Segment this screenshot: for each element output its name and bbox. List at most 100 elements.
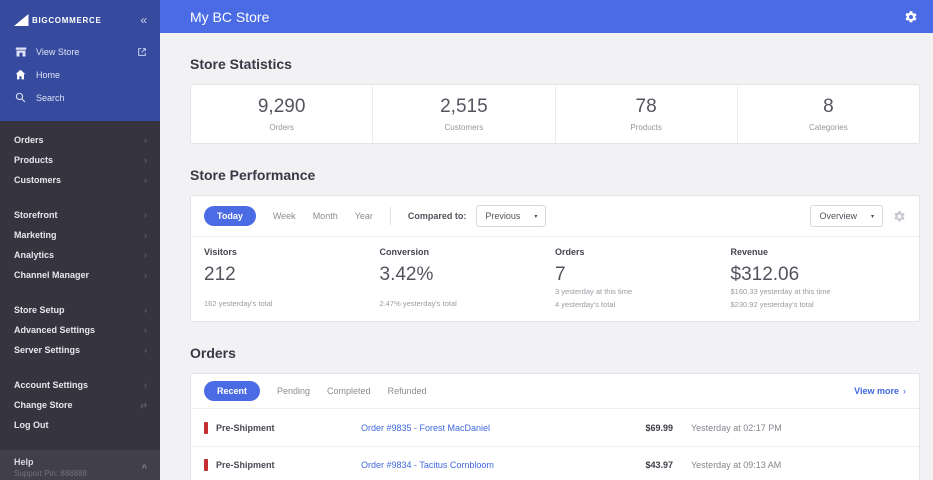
tab-refunded[interactable]: Refunded <box>387 386 427 396</box>
order-amount: $69.99 <box>645 422 673 433</box>
dropdown-arrow-icon: ▾ <box>534 213 538 220</box>
sidebar-item-label: Analytics <box>14 250 55 260</box>
order-row: Pre-Shipment Order #9834 - Tacitus Cornb… <box>191 446 919 480</box>
order-amount: $43.97 <box>645 460 673 470</box>
metric-label: Orders <box>555 247 585 257</box>
metric-label: Conversion <box>379 247 430 257</box>
page-title: My BC Store <box>190 8 270 25</box>
stat-label: Orders <box>269 123 294 132</box>
sidebar-item-home[interactable]: Home <box>0 63 160 86</box>
metric-value: 7 <box>555 264 566 285</box>
metric-orders: Orders 7 3 yesterday at this time 4 yest… <box>555 247 731 311</box>
help-text: Help Support Pin: 888888 <box>14 457 87 478</box>
sidebar-item-orders[interactable]: Orders › <box>0 130 160 150</box>
tab-pending[interactable]: Pending <box>277 386 311 396</box>
stat-value: 78 <box>635 96 657 117</box>
store-performance-card: Today Week Month Year Compared to: Previ… <box>190 195 920 322</box>
sidebar-item-store-setup[interactable]: Store Setup › <box>0 300 160 320</box>
collapse-sidebar-icon[interactable]: « <box>140 13 147 27</box>
view-select[interactable]: Overview ▾ <box>810 205 883 227</box>
help-section[interactable]: Help Support Pin: 888888 ^ <box>0 450 160 480</box>
page-header: My BC Store <box>160 0 933 33</box>
view-select-value: Overview <box>819 211 857 221</box>
sidebar-item-label: Advanced Settings <box>14 325 96 335</box>
help-title: Help <box>14 457 34 467</box>
metric-subtext: 3 yesterday at this time <box>555 287 633 296</box>
status-badge <box>204 459 208 471</box>
sidebar-item-label: Home <box>36 69 61 80</box>
sidebar-item-label: Server Settings <box>14 345 81 355</box>
store-statistics-card: 9,290 Orders 2,515 Customers 78 Products… <box>190 84 920 144</box>
compared-to-label: Compared to: <box>407 211 467 221</box>
sidebar-item-label: Customers <box>14 175 62 185</box>
order-link[interactable]: Order #9834 - Tacitus Cornbloom <box>361 460 494 470</box>
sidebar-item-channel-manager[interactable]: Channel Manager › <box>0 265 160 285</box>
compared-to-select[interactable]: Previous ▾ <box>476 205 547 227</box>
stat-label: Categories <box>809 123 848 132</box>
status-label: Pre-Shipment <box>216 460 275 470</box>
sidebar-item-label: Log Out <box>14 420 49 430</box>
order-status: Pre-Shipment <box>204 421 361 434</box>
status-label: Pre-Shipment <box>216 422 275 433</box>
tab-year[interactable]: Year <box>354 211 373 221</box>
order-row: Pre-Shipment Order #9835 - Forest MacDan… <box>191 409 919 446</box>
sidebar-item-log-out[interactable]: Log Out <box>0 415 160 435</box>
nav-group-settings: Store Setup › Advanced Settings › Server… <box>0 300 160 360</box>
stat-orders: 9,290 Orders <box>191 85 374 143</box>
nav-group-commerce: Orders › Products › Customers › <box>0 130 160 190</box>
sidebar-item-change-store[interactable]: Change Store ⇄ <box>0 395 160 415</box>
search-icon <box>14 92 27 103</box>
tab-month[interactable]: Month <box>312 211 338 221</box>
sidebar-item-label: Search <box>36 92 65 103</box>
order-link[interactable]: Order #9835 - Forest MacDaniel <box>361 422 491 433</box>
sidebar-item-products[interactable]: Products › <box>0 150 160 170</box>
stat-value: 2,515 <box>440 96 488 117</box>
stat-products: 78 Products <box>556 85 738 143</box>
orders-toolbar: Recent Pending Completed Refunded View m… <box>191 374 919 409</box>
orders-section-title: Orders <box>190 345 236 361</box>
chevron-right-icon: › <box>144 380 147 390</box>
stat-categories: 8 Categories <box>738 85 919 143</box>
metric-label: Revenue <box>730 247 769 257</box>
storefront-icon <box>14 46 27 58</box>
sidebar-item-search[interactable]: Search <box>0 86 160 109</box>
sidebar-item-advanced-settings[interactable]: Advanced Settings › <box>0 320 160 340</box>
logo-text: BIGCOMMERCE <box>32 15 102 25</box>
sidebar: BIGCOMMERCE « View Store Home Search <box>0 0 160 480</box>
divider <box>389 207 391 225</box>
order-status: Pre-Shipment <box>204 459 361 471</box>
caret-up-icon: ^ <box>141 462 147 473</box>
sidebar-item-account-settings[interactable]: Account Settings › <box>0 375 160 395</box>
performance-toolbar-right: Overview ▾ <box>800 205 906 227</box>
chevron-right-icon: › <box>144 230 147 240</box>
sidebar-item-view-store[interactable]: View Store <box>0 40 160 63</box>
metric-subtext: 2.47% yesterday's total <box>379 299 457 309</box>
chevron-right-icon: › <box>144 250 147 260</box>
metric-value: 3.42% <box>379 264 434 285</box>
sidebar-item-storefront[interactable]: Storefront › <box>0 205 160 225</box>
tab-today[interactable]: Today <box>204 206 256 226</box>
tab-recent[interactable]: Recent <box>204 381 261 401</box>
sidebar-item-label: View Store <box>36 46 80 57</box>
settings-gear-icon[interactable] <box>904 10 918 24</box>
sidebar-item-marketing[interactable]: Marketing › <box>0 225 160 245</box>
sidebar-item-customers[interactable]: Customers › <box>0 170 160 190</box>
store-performance-title: Store Performance <box>190 167 316 183</box>
tab-completed[interactable]: Completed <box>327 386 371 396</box>
metric-label: Visitors <box>204 247 237 257</box>
sidebar-item-server-settings[interactable]: Server Settings › <box>0 340 160 360</box>
orders-card: Recent Pending Completed Refunded View m… <box>190 373 920 480</box>
chevron-right-icon: › <box>903 386 906 396</box>
dropdown-arrow-icon: ▾ <box>870 213 874 220</box>
sail-logo-icon <box>14 14 29 26</box>
support-pin: Support Pin: 888888 <box>14 469 87 478</box>
order-time: Yesterday at 02:17 PM <box>691 422 782 433</box>
tab-week[interactable]: Week <box>272 211 296 221</box>
metric-subtext: $160.33 yesterday at this time <box>730 287 831 296</box>
performance-settings-gear-icon[interactable] <box>893 210 906 223</box>
sidebar-item-analytics[interactable]: Analytics › <box>0 245 160 265</box>
view-more-link[interactable]: View more › <box>854 386 906 396</box>
sidebar-item-label: Channel Manager <box>14 270 90 280</box>
chevron-right-icon: › <box>144 270 147 280</box>
metric-subtext: $230.92 yesterday's total <box>730 299 814 309</box>
